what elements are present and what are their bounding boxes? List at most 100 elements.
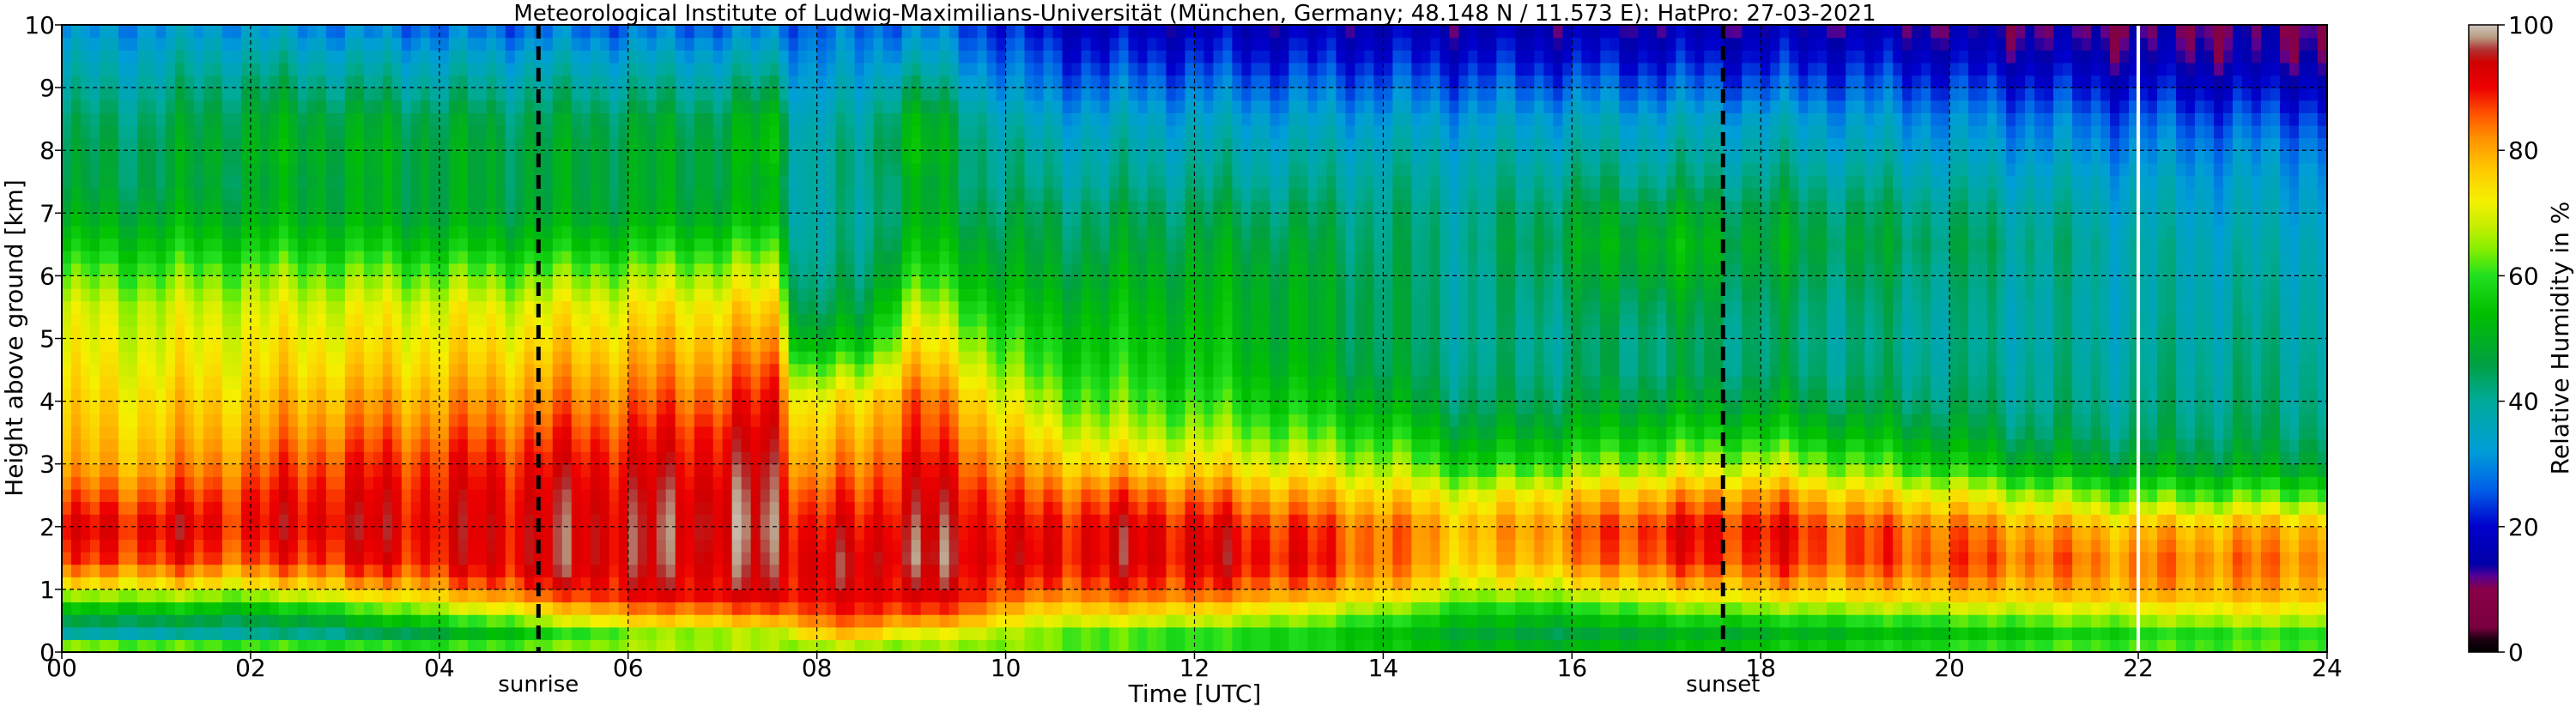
heatmap-cell [637, 376, 648, 390]
heatmap-cell [722, 501, 733, 515]
heatmap-cell [590, 376, 601, 390]
heatmap-cell [118, 325, 129, 340]
heatmap-cell [854, 25, 865, 39]
heatmap-cell [967, 626, 979, 640]
heatmap-cell [986, 313, 997, 327]
heatmap-cell [627, 476, 639, 490]
heatmap-cell [278, 251, 289, 264]
heatmap-cell [203, 200, 214, 214]
heatmap-cell [391, 514, 403, 528]
heatmap-cell [835, 50, 846, 63]
heatmap-cell [561, 251, 573, 264]
heatmap-cell [807, 577, 818, 590]
heatmap-cell [741, 238, 752, 251]
heatmap-cell [882, 275, 894, 289]
heatmap-cell [458, 50, 469, 63]
heatmap-cell [892, 213, 903, 227]
heatmap-cell [354, 275, 365, 289]
heatmap-cell [599, 501, 610, 515]
heatmap-cell [382, 162, 393, 177]
heatmap-cell [316, 112, 327, 126]
heatmap-cell [949, 88, 960, 101]
heatmap-cell [467, 614, 478, 628]
heatmap-cell [486, 325, 497, 340]
heatmap-cell [184, 325, 195, 340]
heatmap-cell [306, 614, 318, 628]
heatmap-cell [70, 275, 82, 289]
heatmap-cell [240, 639, 252, 653]
heatmap-cell [439, 526, 450, 541]
heatmap-cell [325, 426, 336, 440]
heatmap-cell [240, 25, 252, 39]
heatmap-cell [80, 426, 91, 440]
heatmap-cell [731, 376, 742, 390]
heatmap-cell [939, 426, 950, 440]
heatmap-cell [136, 639, 148, 653]
heatmap-cell [722, 238, 733, 251]
heatmap-cell [420, 501, 431, 515]
heatmap-cell [231, 300, 242, 314]
heatmap-cell [816, 100, 827, 113]
heatmap-cell [986, 463, 997, 477]
heatmap-cell [80, 601, 91, 615]
heatmap-cell [354, 388, 365, 402]
heatmap-cell [949, 577, 960, 590]
heatmap-cell [675, 338, 686, 352]
heatmap-cell [373, 188, 384, 202]
heatmap-cell [816, 313, 827, 327]
heatmap-cell [467, 539, 478, 553]
heatmap-cell [627, 626, 639, 640]
heatmap-cell [675, 577, 686, 590]
heatmap-cell [193, 501, 204, 515]
heatmap-cell [901, 300, 912, 314]
heatmap-cell [127, 225, 138, 239]
heatmap-cell [901, 25, 912, 39]
heatmap-cell [939, 25, 950, 39]
heatmap-cell [599, 325, 610, 340]
heatmap-cell [637, 263, 648, 276]
heatmap-cell [552, 313, 563, 327]
heatmap-cell [533, 526, 544, 541]
heatmap-cell [99, 225, 110, 239]
heatmap-cell [571, 552, 582, 565]
heatmap-cell [439, 313, 450, 327]
heatmap-cell [760, 288, 771, 302]
heatmap-cell [949, 363, 960, 377]
heatmap-cell [826, 150, 837, 164]
heatmap-cell [288, 451, 299, 465]
heatmap-cell [259, 363, 270, 377]
heatmap-cell [184, 62, 195, 76]
heatmap-cell [221, 338, 233, 352]
heatmap-cell [580, 351, 591, 365]
heatmap-cell [203, 25, 214, 39]
heatmap-cell [939, 162, 950, 177]
heatmap-cell [580, 100, 591, 113]
heatmap-cell [354, 213, 365, 227]
heatmap-cell [203, 577, 214, 590]
heatmap-cell [514, 124, 525, 139]
heatmap-cell [656, 577, 667, 590]
heatmap-cell [118, 552, 129, 565]
heatmap-cell [410, 488, 421, 503]
heatmap-cell [731, 426, 742, 440]
heatmap-cell [458, 300, 469, 314]
heatmap-cell [665, 539, 676, 553]
heatmap-cell [155, 137, 167, 151]
heatmap-cell [656, 251, 667, 264]
heatmap-cell [731, 626, 742, 640]
heatmap-cell [373, 124, 384, 139]
heatmap-cell [675, 438, 686, 452]
heatmap-cell [514, 288, 525, 302]
heatmap-cell [250, 414, 261, 427]
heatmap-cell [448, 501, 459, 515]
heatmap-cell [845, 514, 856, 528]
heatmap-cell [486, 488, 497, 503]
heatmap-cell [958, 300, 969, 314]
heatmap-cell [835, 451, 846, 465]
heatmap-cell [278, 263, 289, 276]
heatmap-cell [930, 188, 941, 202]
heatmap-cell [684, 338, 695, 352]
heatmap-cell [712, 25, 724, 39]
heatmap-cell [977, 325, 988, 340]
heatmap-cell [750, 162, 761, 177]
